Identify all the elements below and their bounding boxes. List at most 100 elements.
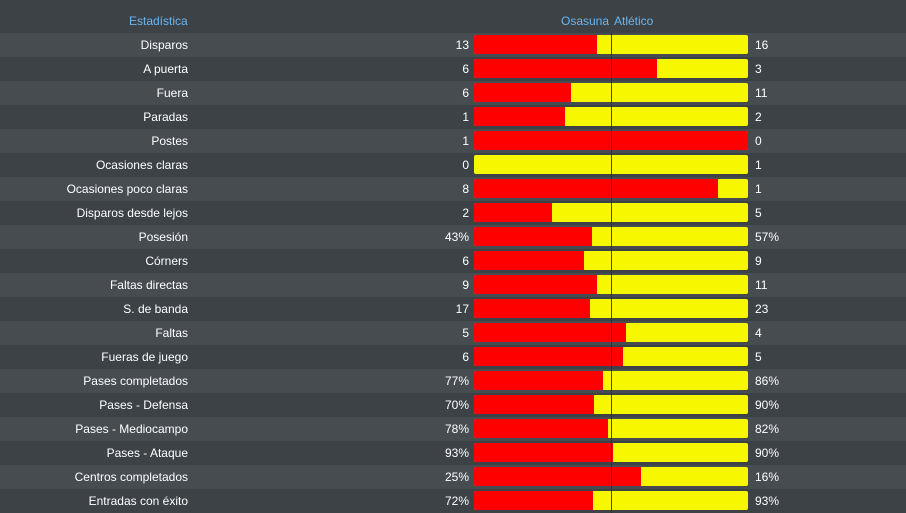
home-value: 6: [462, 350, 469, 364]
away-value: 16: [755, 38, 769, 52]
away-value: 86%: [755, 374, 780, 388]
away-value: 93%: [755, 494, 780, 508]
stat-row: Paradas 1 2: [0, 105, 906, 129]
away-value: 2: [755, 110, 762, 124]
away-value: 57%: [755, 230, 780, 244]
away-value: 1: [755, 158, 762, 172]
home-share-fill: [474, 371, 604, 390]
away-value: 82%: [755, 422, 780, 436]
stat-row: Pases - Mediocampo 78% 82%: [0, 417, 906, 441]
stat-row: S. de banda 17 23: [0, 297, 906, 321]
home-value: 77%: [444, 374, 469, 388]
home-value: 1: [462, 134, 469, 148]
comparison-bar: [474, 299, 748, 318]
home-value: 70%: [444, 398, 469, 412]
home-share-fill: [474, 299, 591, 318]
stat-label: Ocasiones claras: [95, 158, 188, 172]
home-share-fill: [474, 467, 642, 486]
stat-label: Posesión: [138, 230, 188, 244]
stat-row: Pases - Defensa 70% 90%: [0, 393, 906, 417]
home-value: 43%: [444, 230, 469, 244]
home-value: 6: [462, 254, 469, 268]
home-share-fill: [474, 59, 657, 78]
stat-row: A puerta 6 3: [0, 57, 906, 81]
stats-table: Disparos 13 16 A puerta 6 3 Fuera 6 11 Paradas 1 2 P…: [0, 33, 906, 513]
stat-label: Pases - Defensa: [99, 398, 188, 412]
away-value: 23: [755, 302, 769, 316]
away-value: 90%: [755, 398, 780, 412]
home-value: 78%: [444, 422, 469, 436]
home-share-fill: [474, 83, 571, 102]
home-value: 17: [455, 302, 469, 316]
home-value: 0: [462, 158, 469, 172]
home-share-fill: [474, 107, 566, 126]
home-share-fill: [474, 227, 592, 246]
home-share-fill: [474, 491, 594, 510]
home-value: 93%: [444, 446, 469, 460]
away-value: 90%: [755, 446, 780, 460]
away-value: 9: [755, 254, 762, 268]
home-value: 72%: [444, 494, 469, 508]
stat-row: Ocasiones claras 0 1: [0, 153, 906, 177]
center-divider: [611, 33, 612, 513]
stat-row: Disparos desde lejos 2 5: [0, 201, 906, 225]
stat-row: Disparos 13 16: [0, 33, 906, 57]
stat-label: Pases - Ataque: [106, 446, 188, 460]
away-team-header[interactable]: Atlético: [614, 14, 654, 28]
home-value: 6: [462, 86, 469, 100]
away-value: 4: [755, 326, 762, 340]
home-value: 1: [462, 110, 469, 124]
stat-row: Córners 6 9: [0, 249, 906, 273]
stat-label: Centros completados: [74, 470, 188, 484]
away-value: 1: [755, 182, 762, 196]
stat-label: Fueras de juego: [101, 350, 188, 364]
home-team-header[interactable]: Osasuna: [561, 14, 610, 28]
stat-label: Pases completados: [83, 374, 188, 388]
away-value: 3: [755, 62, 762, 76]
stat-row: Fuera 6 11: [0, 81, 906, 105]
stat-row: Pases - Ataque 93% 90%: [0, 441, 906, 465]
stat-row: Ocasiones poco claras 8 1: [0, 177, 906, 201]
stat-label: Disparos desde lejos: [76, 206, 188, 220]
stat-label: Faltas: [155, 326, 188, 340]
stat-row: Faltas 5 4: [0, 321, 906, 345]
away-value: 16%: [755, 470, 780, 484]
home-value: 8: [462, 182, 469, 196]
stat-label: Paradas: [143, 110, 188, 124]
home-value: 9: [462, 278, 469, 292]
stat-label: Entradas con éxito: [88, 494, 188, 508]
away-value: 11: [755, 86, 768, 100]
home-share-fill: [474, 347, 624, 366]
home-share-fill: [474, 323, 627, 342]
stat-row: Faltas directas 9 11: [0, 273, 906, 297]
home-share-fill: [474, 251, 584, 270]
stat-row: Posesión 43% 57%: [0, 225, 906, 249]
comparison-bar: [474, 443, 748, 462]
stat-label: Disparos: [140, 38, 188, 52]
stat-label: Ocasiones poco claras: [66, 182, 188, 196]
home-value: 6: [462, 62, 469, 76]
statistic-column-header[interactable]: Estadística: [129, 14, 188, 28]
stat-label: Fuera: [156, 86, 188, 100]
stat-row: Entradas con éxito 72% 93%: [0, 489, 906, 513]
home-share-fill: [474, 275, 598, 294]
home-share-fill: [474, 395, 594, 414]
home-value: 13: [455, 38, 469, 52]
stat-row: Postes 1 0: [0, 129, 906, 153]
comparison-bar: [474, 179, 748, 198]
stat-label: Faltas directas: [109, 278, 188, 292]
away-value: 0: [755, 134, 762, 148]
home-value: 2: [462, 206, 469, 220]
stats-header: Estadística Osasuna Atlético: [0, 0, 906, 33]
stat-label: Córners: [145, 254, 188, 268]
stat-label: Pases - Mediocampo: [75, 422, 188, 436]
away-value: 11: [755, 278, 768, 292]
home-share-fill: [474, 179, 718, 198]
home-value: 5: [462, 326, 469, 340]
home-share-fill: [474, 35, 597, 54]
away-value: 5: [755, 350, 762, 364]
stat-row: Pases completados 77% 86%: [0, 369, 906, 393]
home-share-fill: [474, 443, 614, 462]
home-share-fill: [474, 419, 608, 438]
